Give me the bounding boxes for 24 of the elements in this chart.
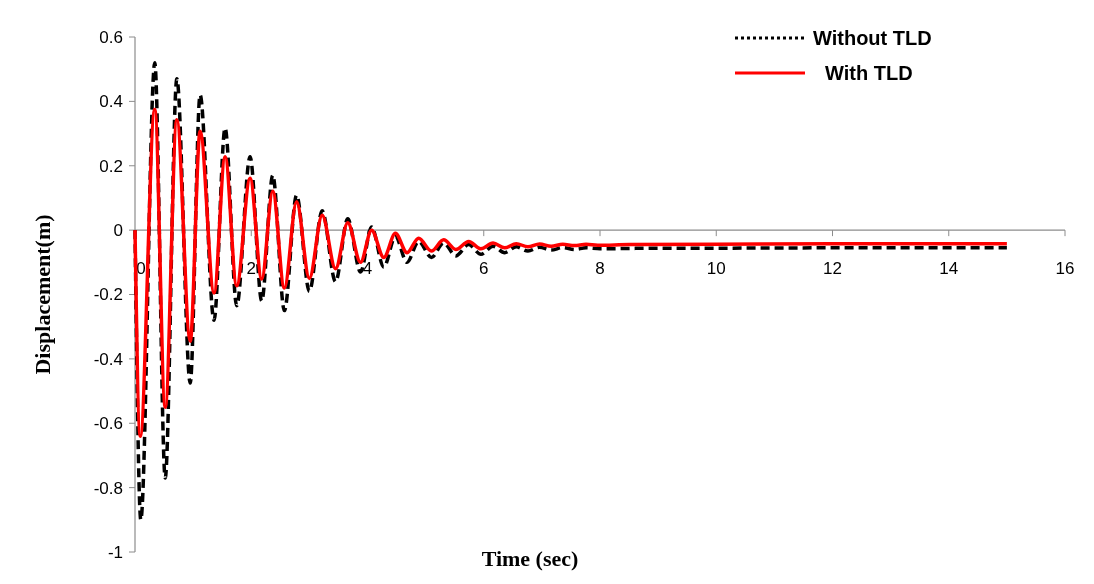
x-tick-label: 12 (823, 259, 842, 279)
y-tick-label: 0.2 (99, 156, 123, 176)
x-tick-label: 2 (246, 259, 256, 279)
legend-label: With TLD (825, 62, 913, 84)
y-tick-label: -0.8 (93, 478, 123, 498)
y-tick-label: -0.6 (93, 414, 123, 434)
line-series (133, 61, 1009, 522)
line-series (133, 107, 1009, 438)
x-axis-title: Time (sec) (481, 545, 579, 571)
x-tick-label: 16 (1055, 259, 1075, 279)
x-tick-label: 6 (479, 259, 489, 279)
x-tick-label: 10 (706, 259, 726, 279)
y-tick-label: -0.2 (93, 285, 123, 305)
y-tick-label: 0.4 (99, 92, 123, 112)
y-tick-label: 0 (113, 221, 123, 241)
y-tick-label: -0.4 (93, 349, 123, 369)
y-tick-label: 0.6 (99, 27, 123, 47)
x-tick-label: 14 (939, 259, 959, 279)
y-tick-label: -1 (107, 542, 123, 562)
x-tick-label: 8 (595, 259, 605, 279)
legend-label: Without TLD (813, 27, 932, 49)
x-tick-label: 4 (362, 259, 373, 279)
y-axis-title: Displacement(m) (29, 214, 55, 375)
x-tick-label: 0 (136, 259, 146, 279)
